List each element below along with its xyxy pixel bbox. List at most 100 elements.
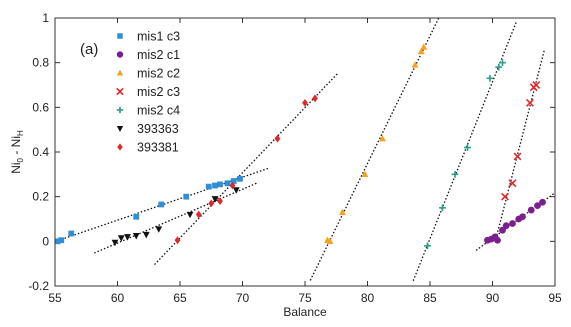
- data-point: [439, 204, 446, 212]
- data-point: [509, 220, 516, 227]
- legend-label: mis2 c4: [137, 104, 180, 118]
- x-tick-label: 95: [548, 291, 562, 305]
- data-point: [132, 233, 140, 240]
- x-tick-label: 90: [486, 291, 500, 305]
- data-point: [499, 226, 506, 234]
- data-point: [230, 178, 237, 184]
- x-axis-label: Balance: [283, 305, 327, 319]
- y-axis-label: Ni0 - NiH: [9, 130, 25, 174]
- data-point: [495, 63, 503, 71]
- fit-line: [94, 182, 258, 254]
- marker-stroke: [501, 192, 509, 201]
- marker-stroke: [508, 179, 517, 188]
- fit-line: [496, 49, 546, 236]
- y-tick-label: 0: [42, 234, 49, 248]
- data-point: [174, 236, 181, 245]
- y-tick-label: 1: [42, 11, 49, 25]
- data-point: [417, 47, 425, 55]
- data-point: [508, 179, 517, 188]
- data-point: [464, 144, 471, 151]
- fit-lines: [55, 18, 555, 282]
- fit-line: [55, 167, 270, 243]
- fit-line: [309, 18, 440, 281]
- legend-label: mis2 c2: [137, 67, 180, 81]
- legend-marker: [116, 51, 124, 58]
- data-point: [534, 202, 541, 210]
- data-point: [486, 74, 494, 82]
- data-point: [232, 187, 240, 194]
- fit-line: [154, 72, 339, 265]
- legend-label: mis2 c1: [137, 48, 180, 62]
- legend-label: mis1 c3: [137, 30, 180, 44]
- data-point: [229, 181, 236, 190]
- data-point: [205, 183, 212, 190]
- data-point: [237, 175, 243, 182]
- legend-marker: [116, 125, 124, 133]
- data-point: [302, 98, 308, 107]
- legend-label: 393381: [137, 141, 179, 155]
- plot-frame: [54, 17, 556, 287]
- data-point: [527, 206, 535, 214]
- data-point: [274, 134, 281, 143]
- data-point: [379, 134, 386, 142]
- y-axis-label-sub1: 0: [16, 157, 25, 162]
- data-point: [420, 43, 428, 50]
- tick-marks: [54, 17, 556, 287]
- y-tick-label: -0.2: [28, 279, 49, 293]
- data-point: [526, 98, 534, 107]
- data-point: [451, 170, 459, 178]
- x-tick-label: 60: [111, 291, 125, 305]
- legend-marker: [117, 33, 123, 39]
- marker-stroke: [532, 81, 541, 89]
- x-tick-label: 70: [236, 291, 250, 305]
- data-point: [532, 81, 541, 89]
- data-point: [133, 213, 140, 220]
- data-point: [117, 235, 125, 242]
- x-tick-label: 85: [423, 291, 437, 305]
- legend-label: mis2 c3: [137, 85, 180, 99]
- marker-stroke: [526, 98, 534, 107]
- data-point: [124, 234, 131, 241]
- data-point: [494, 236, 501, 244]
- legend-marker: [116, 106, 124, 114]
- x-tick-label: 65: [173, 291, 187, 305]
- data-point: [519, 213, 526, 221]
- data-point: [211, 196, 219, 203]
- data-point: [502, 222, 510, 230]
- y-tick-label: 0.6: [32, 100, 49, 114]
- data-point: [217, 181, 223, 188]
- x-tick-label: 55: [48, 291, 62, 305]
- x-tick-label: 80: [361, 291, 375, 305]
- data-point: [195, 210, 202, 219]
- y-tick-label: 0.2: [32, 190, 49, 204]
- data-point: [501, 192, 509, 201]
- data-point: [339, 208, 346, 216]
- y-tick-label: 0.8: [32, 56, 49, 70]
- data-point: [326, 237, 334, 245]
- legend-marker: [117, 143, 123, 151]
- data-point: [212, 182, 218, 189]
- data-point: [513, 152, 522, 161]
- data-point: [155, 226, 163, 233]
- data-point: [312, 94, 318, 103]
- data-point: [158, 201, 165, 208]
- x-tick-labels: 55 60 65 70 75 80 85 90 95: [48, 291, 562, 305]
- data-point: [224, 180, 231, 187]
- data-points: [54, 43, 546, 250]
- data-point: [539, 198, 546, 206]
- y-axis-label-mid: - Ni: [9, 136, 23, 158]
- data-point: [217, 197, 223, 206]
- data-point: [183, 193, 190, 200]
- legend-marker: [116, 69, 124, 76]
- y-tick-labels: -0.2 0 0.2 0.4 0.6 0.8 1: [28, 11, 49, 293]
- y-tick-label: 0.4: [32, 145, 49, 159]
- data-point: [361, 170, 369, 178]
- legend-label: 393363: [137, 122, 179, 136]
- data-point: [499, 59, 506, 67]
- data-point: [68, 230, 75, 237]
- y-axis-label-main: Ni: [9, 162, 23, 173]
- x-tick-label: 75: [298, 291, 312, 305]
- y-axis-label-sub2: H: [16, 130, 25, 136]
- legend: mis1 c3 mis2 c1 mis2 c2 mis2 c3 mis2 c4 39336…: [116, 30, 180, 155]
